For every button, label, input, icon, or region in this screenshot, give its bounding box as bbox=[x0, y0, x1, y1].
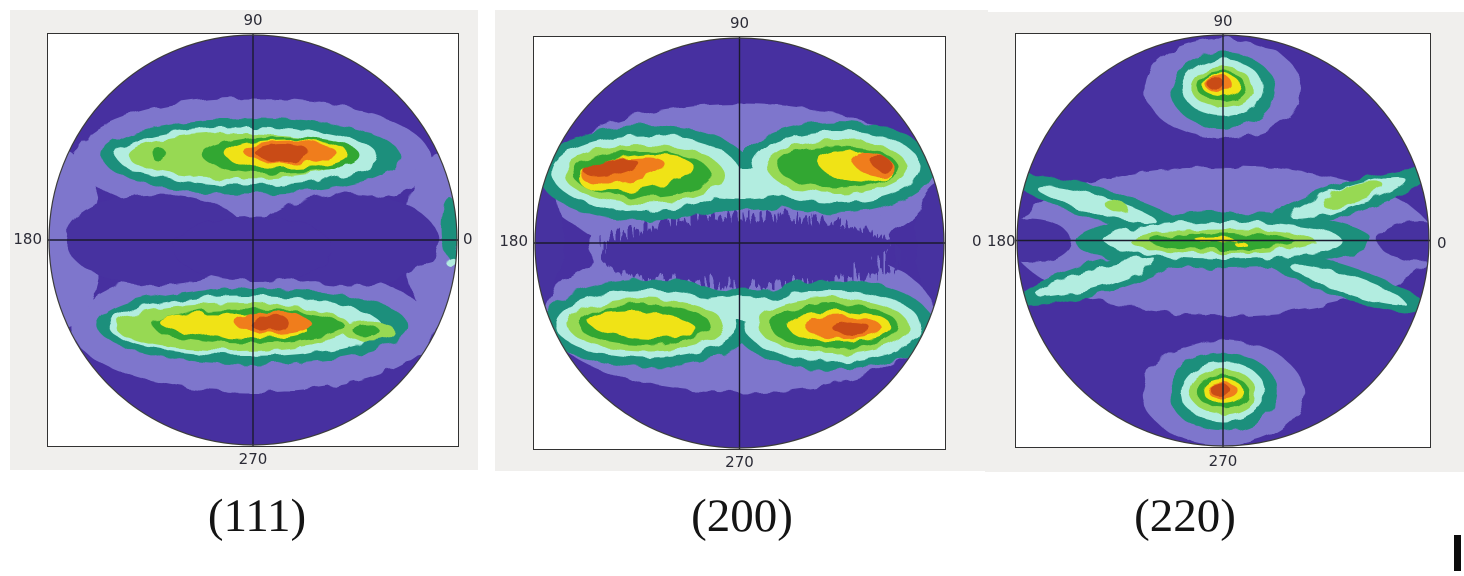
caption-111: (111) bbox=[207, 490, 307, 542]
angle-label-left: 180 bbox=[987, 232, 1016, 250]
pole-figure-contour-220 bbox=[1016, 34, 1430, 447]
plot-frame-111 bbox=[47, 33, 459, 447]
angle-label-right: 0 bbox=[972, 232, 982, 250]
pole-figure-contour-200 bbox=[534, 37, 945, 449]
pole-figure-panel-200: 90 180 0 270 bbox=[495, 10, 988, 471]
angle-label-bottom: 270 bbox=[725, 453, 754, 471]
pole-figure-panel-111: 90 180 0 270 bbox=[10, 10, 478, 470]
angle-label-left: 180 bbox=[499, 232, 528, 250]
angle-label-top: 90 bbox=[729, 14, 750, 32]
angle-label-bottom: 270 bbox=[238, 450, 268, 468]
plot-frame-200 bbox=[533, 36, 946, 450]
angle-label-bottom: 270 bbox=[1208, 452, 1238, 470]
angle-label-left: 180 bbox=[13, 230, 42, 248]
angle-label-right: 0 bbox=[1437, 234, 1447, 252]
plot-frame-220 bbox=[1015, 33, 1431, 448]
angle-label-top: 90 bbox=[1213, 12, 1233, 30]
edge-mark bbox=[1454, 535, 1461, 571]
angle-label-top: 90 bbox=[243, 11, 263, 29]
pole-figure-contour-111 bbox=[48, 34, 458, 446]
caption-200: (200) bbox=[691, 490, 793, 542]
caption-220: (220) bbox=[1134, 490, 1236, 542]
angle-label-right: 0 bbox=[463, 230, 473, 248]
pole-figure-panel-220: 90 180 0 270 bbox=[985, 12, 1464, 472]
